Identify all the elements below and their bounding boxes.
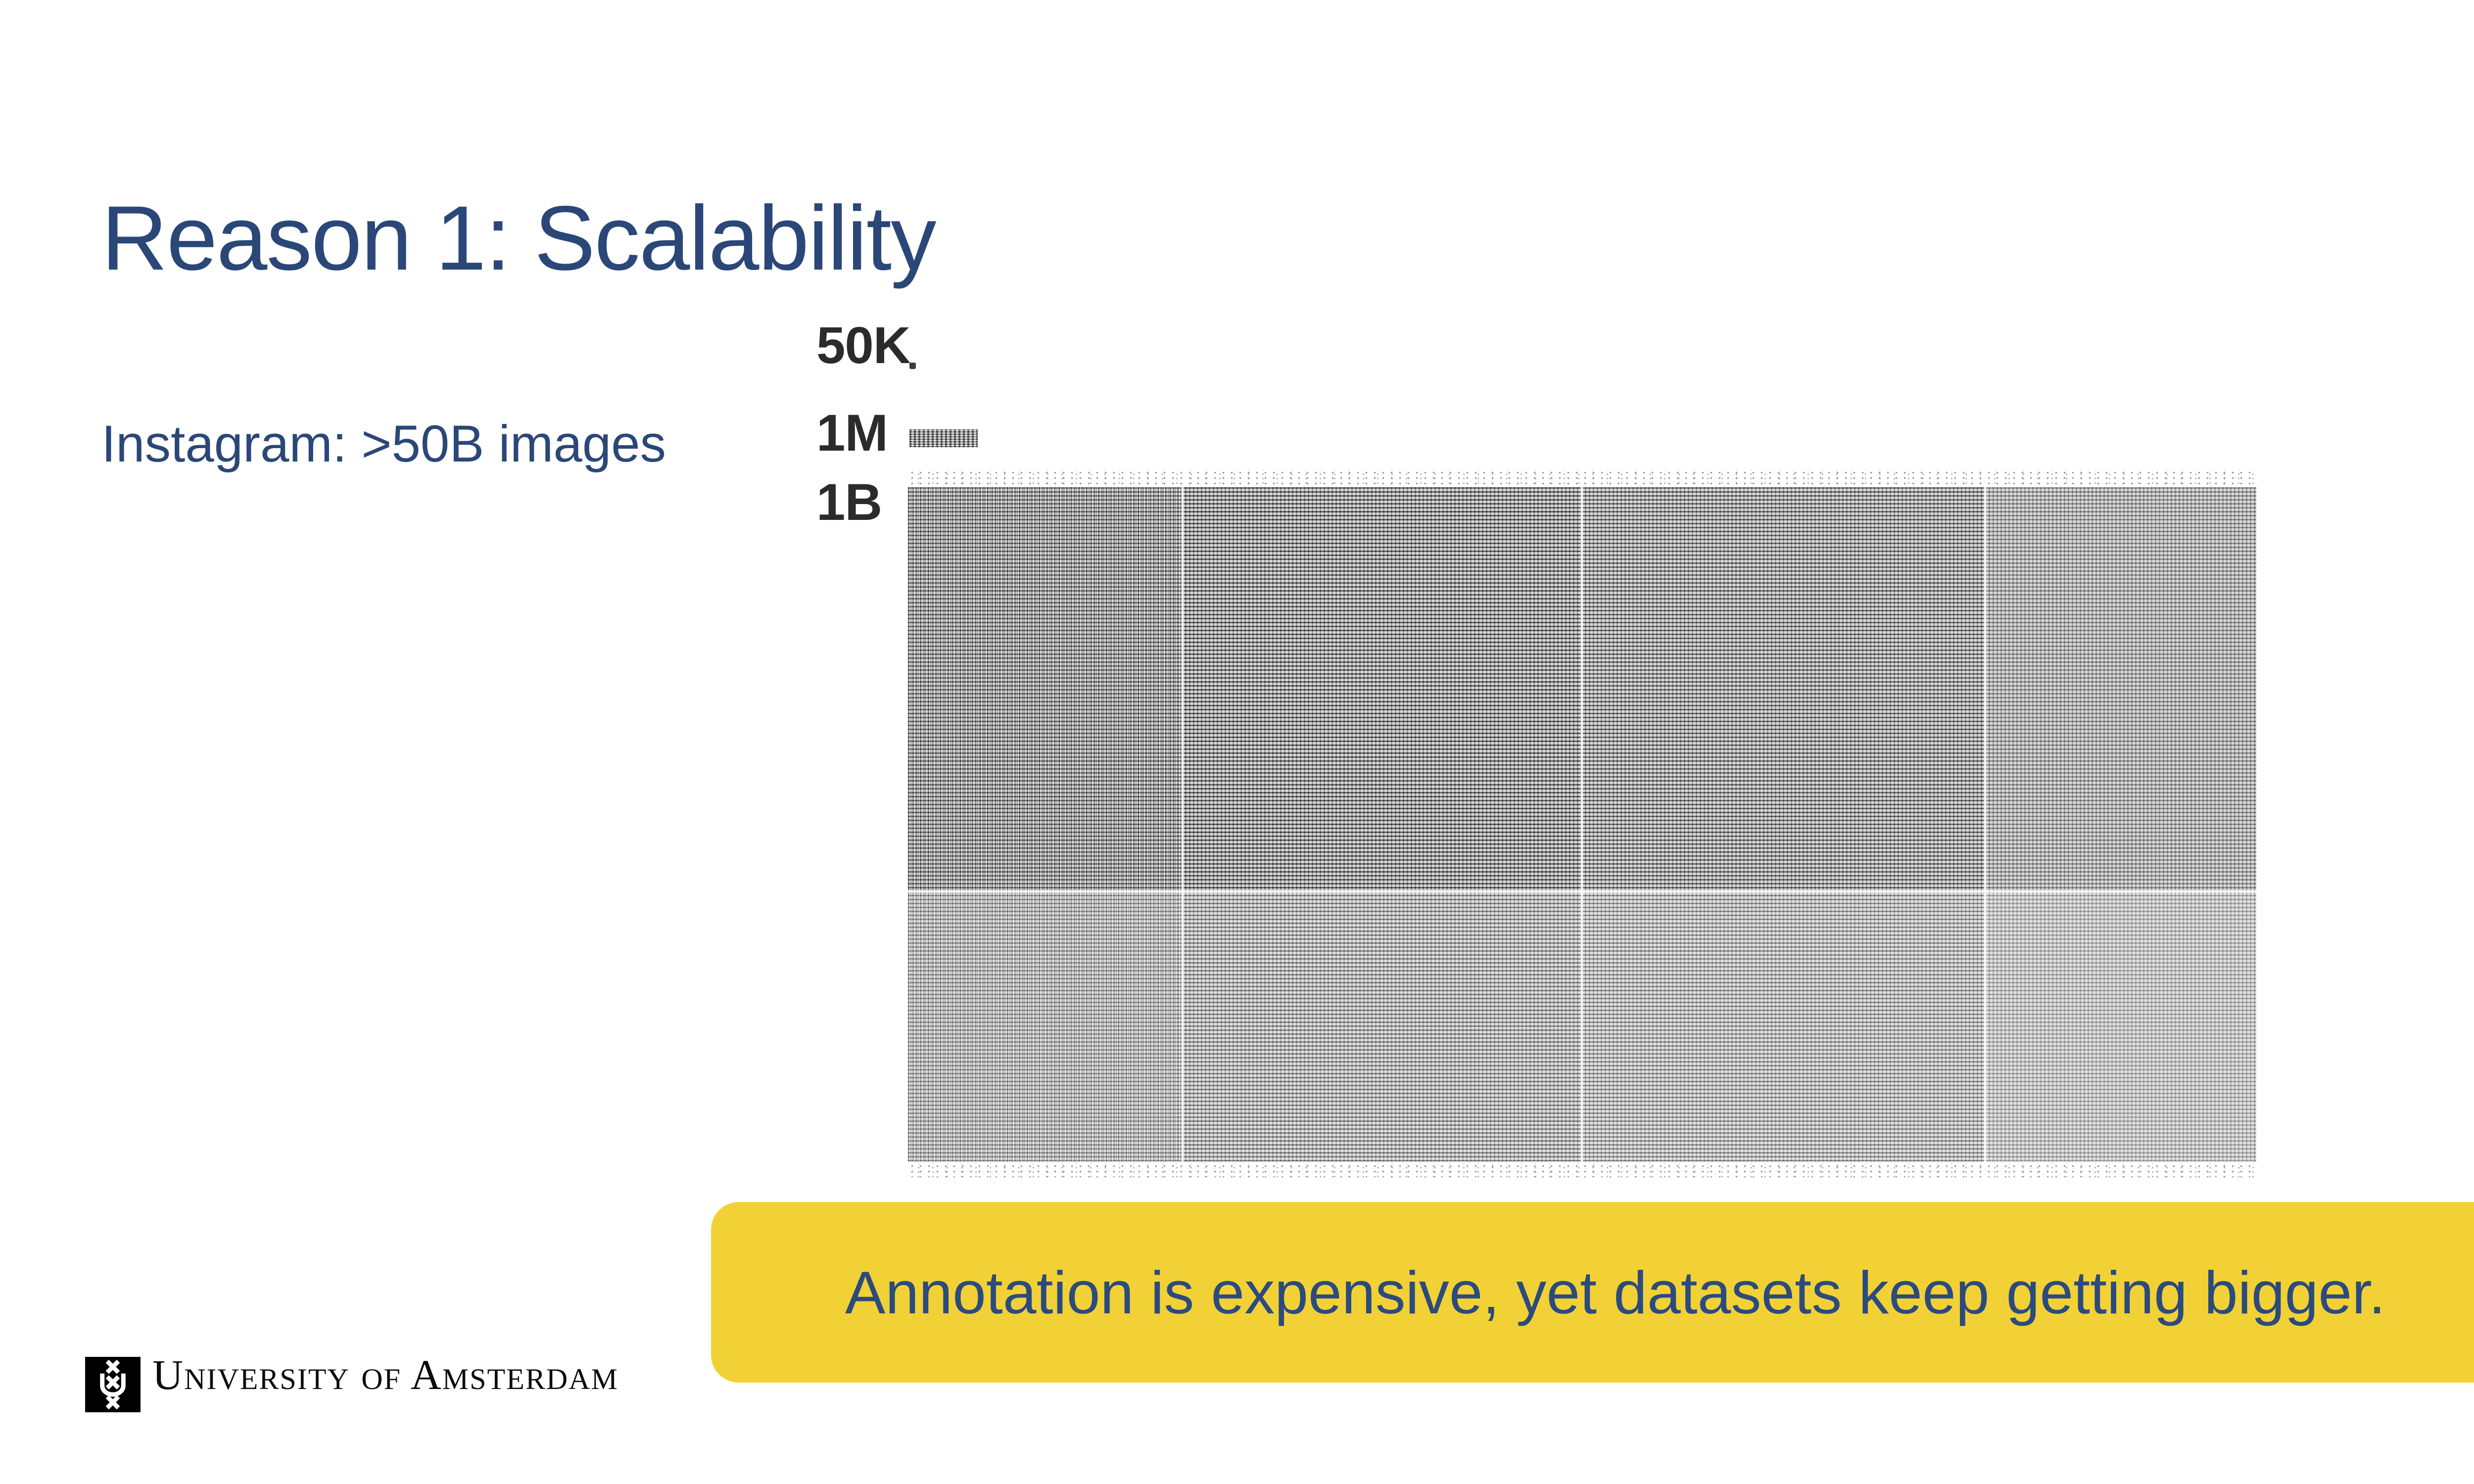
page-title: Reason 1: Scalability xyxy=(101,187,937,289)
amsterdam-crest-icon xyxy=(85,1357,141,1412)
grid-noise-bottom xyxy=(908,1163,2256,1177)
grid-divider-vertical-1 xyxy=(1182,487,1184,1161)
1m-bar-marker xyxy=(909,429,978,447)
billion-grid-visualization xyxy=(908,487,2256,1161)
university-name-text: University of Amsterdam xyxy=(152,1351,618,1398)
50k-dot-marker xyxy=(909,363,916,369)
university-crest-logo xyxy=(85,1357,141,1412)
scale-label-1b: 1B xyxy=(816,473,882,531)
grid-quadrant-left xyxy=(908,487,1182,1161)
instagram-stat-text: Instagram: >50B images xyxy=(101,415,666,473)
grid-quadrant-mid xyxy=(1580,487,1984,1161)
takeaway-banner: Annotation is expensive, yet datasets ke… xyxy=(711,1202,2474,1383)
grid-divider-vertical-3 xyxy=(1984,487,1986,1161)
grid-divider-vertical-2 xyxy=(1580,487,1583,1161)
takeaway-banner-text: Annotation is expensive, yet datasets ke… xyxy=(845,1258,2386,1326)
grid-quadrant-right xyxy=(1984,487,2256,1161)
grid-divider-horizontal xyxy=(908,890,2256,893)
scale-label-1m: 1M xyxy=(816,404,888,462)
scale-label-50k: 50K xyxy=(816,317,911,374)
grid-noise-top xyxy=(908,470,2256,485)
